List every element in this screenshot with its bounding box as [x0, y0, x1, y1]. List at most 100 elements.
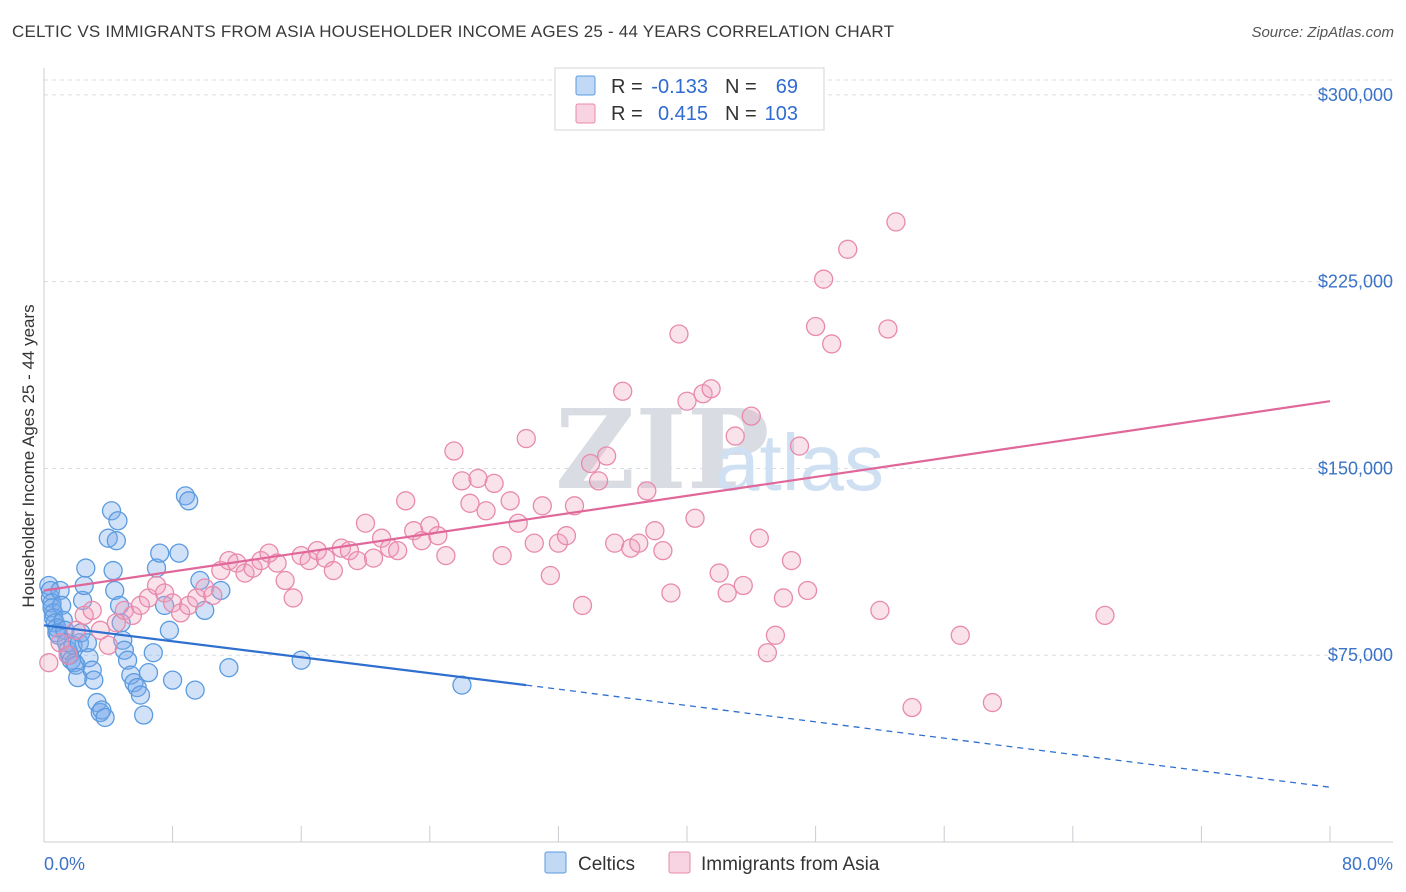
bottom-legend-label-celtic: Celtics	[578, 854, 635, 875]
watermark-zip: ZIP	[555, 385, 769, 514]
asia-point-71	[613, 381, 633, 401]
y-axis-label: Householder Income Ages 25 - 44 years	[19, 304, 38, 607]
bottom-legend-swatch-celtic	[544, 851, 567, 874]
celtic-point-35	[95, 707, 115, 728]
legend-r-label-asia: R =	[611, 103, 643, 125]
celtic-point-12	[52, 595, 72, 616]
asia-point-54	[476, 501, 496, 521]
legend-r-label-celtic: R =	[611, 76, 643, 98]
asia-point-86	[733, 575, 753, 596]
asia-point-96	[813, 269, 834, 289]
asia-point-61	[532, 496, 552, 516]
y-tick-label-3: $300,000	[1318, 85, 1393, 105]
asia-point-7	[98, 635, 118, 655]
asia-point-79	[677, 391, 697, 411]
legend-n-value-celtic: 69	[776, 76, 798, 98]
asia-point-2	[58, 645, 78, 665]
celtic-point-5	[43, 603, 64, 623]
series-legend: Celtics Immigrants from Asia	[544, 851, 880, 875]
asia-point-69	[596, 446, 617, 466]
asia-point-20	[203, 585, 223, 606]
celtic-point-62	[185, 680, 205, 700]
asia-point-29	[275, 570, 295, 591]
celtic-point-27	[76, 558, 96, 578]
asia-point-101	[886, 212, 906, 232]
celtic-point-39	[105, 580, 125, 601]
asia-point-56	[492, 545, 512, 566]
celtic-point-52	[138, 663, 159, 683]
x-tick-label-max: 80.0%	[1342, 854, 1393, 874]
asia-point-40	[363, 548, 384, 568]
asia-point-5	[82, 600, 102, 621]
bottom-legend-label-asia: Immigrants from Asia	[701, 854, 880, 875]
asia-point-28	[267, 553, 287, 573]
asia-point-63	[548, 533, 569, 553]
chart-title: CELTIC VS IMMIGRANTS FROM ASIA HOUSEHOLD…	[12, 22, 895, 41]
asia-point-13	[146, 575, 167, 596]
asia-point-76	[653, 540, 673, 561]
asia-point-84	[717, 583, 737, 603]
celtic-point-25	[72, 590, 93, 611]
celtic-point-67	[291, 650, 311, 670]
y-tick-label-0: $75,000	[1328, 645, 1393, 665]
asia-point-58	[508, 513, 528, 533]
legend-swatch-celtic	[575, 75, 596, 96]
celtic-point-57	[159, 620, 180, 640]
asia-point-98	[838, 239, 858, 259]
asia-point-95	[805, 316, 826, 337]
asia-point-17	[179, 595, 199, 616]
asia-point-62	[540, 565, 561, 586]
asia-point-57	[500, 491, 520, 511]
legend-n-label-celtic: N =	[725, 76, 757, 98]
source-label: Source: ZipAtlas.com	[1251, 24, 1394, 41]
axes	[43, 68, 1393, 843]
legend-r-value-celtic: -0.133	[651, 76, 708, 98]
asia-point-55	[484, 473, 504, 494]
celtic-point-58	[162, 670, 183, 690]
y-tick-label-2: $225,000	[1318, 272, 1393, 292]
asia-point-85	[725, 426, 745, 446]
asia-point-87	[741, 406, 761, 426]
celtic-point-66	[219, 658, 239, 678]
asia-point-30	[283, 588, 303, 608]
x-tick-label-min: 0.0%	[44, 854, 85, 874]
celtic-point-55	[150, 543, 170, 563]
asia-point-64	[556, 526, 577, 546]
asia-point-104	[982, 692, 1003, 713]
asia-point-99	[870, 600, 890, 621]
celtic-point-13	[53, 610, 73, 631]
celtic-point-30	[82, 660, 102, 680]
asia-point-65	[564, 496, 585, 516]
bottom-legend-swatch-asia	[668, 851, 691, 874]
asia-point-18	[187, 588, 207, 608]
celtic-point-31	[84, 670, 104, 690]
asia-point-90	[765, 625, 786, 645]
asia-point-78	[669, 324, 689, 344]
celtic-points	[39, 486, 472, 728]
asia-point-14	[154, 583, 175, 603]
asia-point-103	[950, 625, 970, 645]
asia-point-52	[460, 493, 480, 513]
celtic-point-46	[117, 650, 138, 670]
celtic-trend-extension	[526, 684, 1331, 788]
asia-point-35	[323, 560, 344, 581]
asia-point-0	[39, 653, 59, 673]
asia-trend-line	[43, 400, 1331, 592]
asia-point-41	[371, 528, 392, 548]
asia-point-15	[162, 593, 183, 613]
asia-point-105	[1095, 605, 1115, 626]
asia-point-49	[436, 545, 456, 566]
y-tick-labels: $75,000 $150,000 $225,000 $300,000	[1318, 85, 1393, 665]
legend-r-value-asia: 0.415	[658, 103, 708, 125]
asia-point-44	[396, 491, 416, 511]
asia-point-83	[709, 563, 729, 583]
celtic-point-37	[101, 501, 122, 521]
asia-point-94	[797, 580, 818, 601]
asia-point-38	[347, 550, 368, 571]
asia-point-97	[822, 334, 842, 354]
asia-point-68	[588, 471, 609, 491]
asia-point-91	[773, 588, 794, 608]
y-tick-label-1: $150,000	[1318, 458, 1393, 478]
celtic-point-40	[106, 531, 126, 551]
